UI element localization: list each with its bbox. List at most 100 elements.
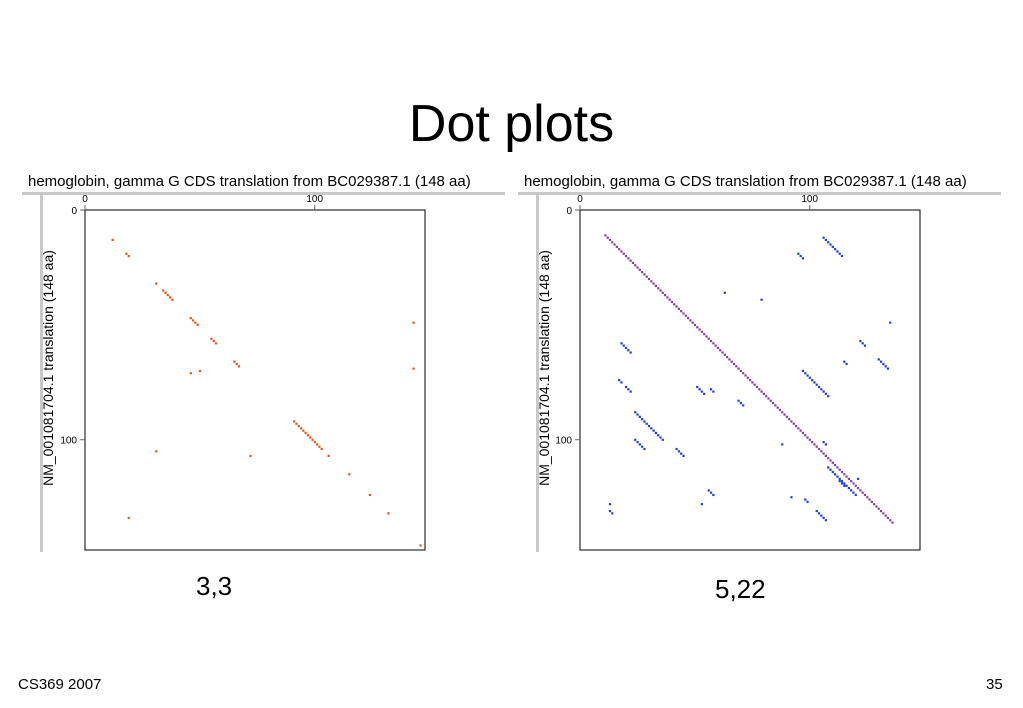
match-dot	[863, 344, 867, 347]
match-dot	[198, 369, 202, 373]
match-dot	[709, 491, 713, 494]
diagonal-dot	[634, 264, 637, 267]
diagonal-dot	[675, 305, 678, 308]
match-dot	[304, 431, 307, 435]
diagonal-dot	[641, 271, 644, 274]
match-dot	[155, 450, 158, 453]
diagonal-dot	[755, 385, 759, 389]
diagonal-dot	[765, 395, 768, 398]
match-dot	[790, 496, 793, 499]
diagonal-dot	[820, 450, 823, 453]
diagonal-dot	[785, 415, 788, 418]
match-dot	[813, 381, 816, 384]
match-dot	[299, 427, 303, 430]
diagonal-dot	[684, 314, 687, 317]
match-dot	[824, 519, 828, 522]
diagonal-dot	[746, 376, 749, 379]
match-dot	[824, 392, 828, 395]
match-dot	[847, 486, 850, 490]
match-dot	[856, 477, 860, 480]
match-dot	[643, 420, 646, 423]
diagonal-dot	[700, 330, 703, 333]
diagonal-dot	[624, 254, 628, 258]
diagonal-dot	[631, 261, 635, 265]
match-dot	[295, 422, 298, 425]
match-dot	[675, 447, 678, 451]
match-dot	[348, 473, 351, 476]
diagonal-dot	[847, 477, 850, 480]
match-dot	[822, 236, 825, 239]
diagonal-dot	[643, 273, 646, 276]
match-dot	[634, 411, 637, 414]
diagonal-dot	[824, 454, 828, 458]
match-dot	[696, 385, 699, 389]
diagonal-dot	[670, 300, 674, 304]
match-dot	[327, 454, 330, 458]
match-dot	[712, 493, 715, 497]
match-dot	[368, 493, 372, 497]
diagonal-dot	[861, 491, 864, 494]
match-dot	[654, 431, 658, 435]
diagonal-dot	[657, 287, 660, 290]
match-dot	[709, 388, 713, 391]
diagonal-dot	[873, 503, 876, 506]
diagonal-dot	[627, 257, 630, 260]
match-dot	[861, 342, 864, 345]
diagonal-dot	[852, 482, 855, 485]
match-dot	[845, 484, 848, 487]
match-dot	[845, 362, 848, 366]
y-tick-label: 0	[71, 206, 77, 217]
match-dot	[822, 516, 825, 520]
diagonal-dot	[693, 323, 697, 327]
diagonal-dot	[799, 429, 802, 432]
diagonal-dot	[647, 277, 651, 281]
match-dot	[608, 503, 612, 506]
diagonal-dot	[771, 401, 775, 405]
match-dot	[850, 489, 853, 492]
diagonal-dot	[767, 397, 770, 400]
diagonal-dot	[891, 521, 894, 524]
diagonal-dot	[804, 434, 807, 437]
diagonal-dot	[652, 282, 655, 285]
diagonal-dot	[854, 484, 857, 487]
match-dot	[214, 342, 218, 345]
diagonal-dot	[732, 362, 736, 366]
diagonal-dot	[714, 344, 717, 347]
diagonal-dot	[792, 422, 795, 425]
match-dot	[634, 438, 637, 441]
diagonal-dot	[723, 353, 726, 356]
diagonal-dot	[811, 441, 814, 444]
diagonal-dot	[749, 379, 752, 382]
diagonal-dot	[760, 390, 763, 393]
diagonal-dot	[721, 351, 724, 354]
match-dot	[879, 360, 883, 363]
diagonal-dot	[769, 399, 772, 402]
diagonal-dot	[834, 464, 837, 467]
diagonal-dot	[758, 388, 761, 391]
diagonal-dot	[739, 369, 743, 373]
diagonal-dot	[879, 509, 883, 513]
match-dot	[820, 514, 823, 517]
match-dot	[189, 316, 192, 320]
match-dot	[815, 509, 818, 513]
match-dot	[297, 424, 300, 428]
diagonal-dot	[606, 236, 609, 239]
diagonal-dot	[856, 486, 860, 490]
diagonal-dot	[776, 406, 779, 409]
diagonal-dot	[889, 519, 892, 522]
match-dot	[624, 346, 628, 350]
dot-plot-panel-right: hemoglobin, gamma G CDS translation from…	[518, 168, 1003, 558]
match-dot	[801, 257, 805, 260]
diagonal-dot	[781, 411, 784, 414]
diagonal-dot	[840, 470, 844, 474]
diagonal-dot	[868, 498, 871, 501]
match-dot	[840, 480, 844, 483]
match-dot	[886, 367, 890, 370]
diagonal-dot	[622, 252, 625, 255]
y-tick-label: 0	[566, 206, 572, 217]
diagonal-dot	[705, 335, 708, 338]
match-dot	[162, 289, 165, 292]
diagonal-dot	[703, 333, 706, 336]
diagonal-dot	[730, 360, 733, 363]
diagonal-dot	[689, 319, 692, 322]
